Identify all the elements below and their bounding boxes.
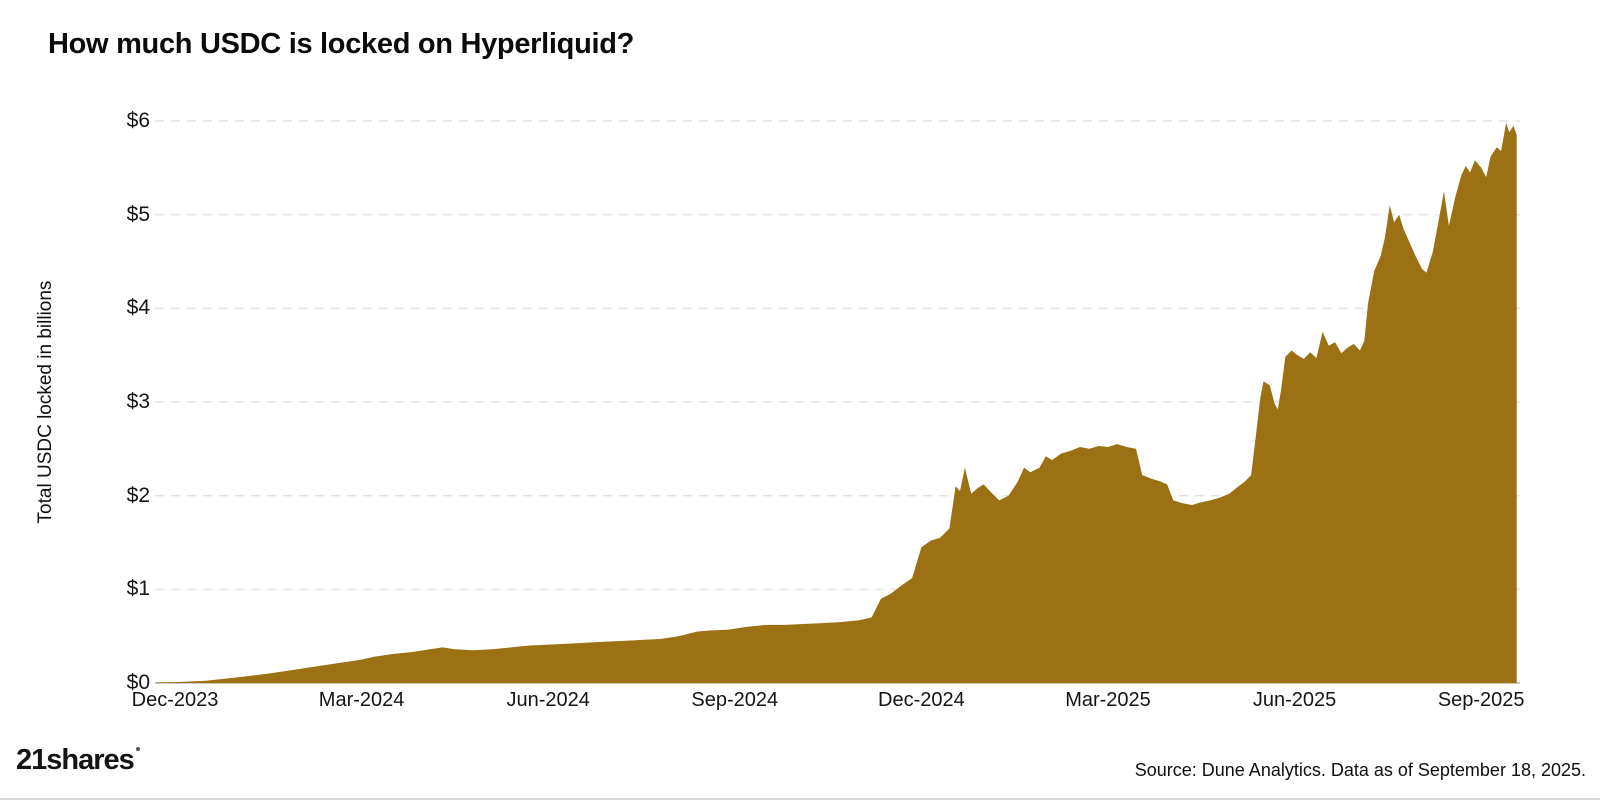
x-tick-label: Dec-2023 xyxy=(131,689,219,711)
chart-title: How much USDC is locked on Hyperliquid? xyxy=(48,28,635,60)
trademark-dot-icon xyxy=(135,747,140,751)
brand-logo: 21shares xyxy=(16,744,140,777)
area-series-usdc-locked xyxy=(156,122,1517,683)
y-tick-label: $4 xyxy=(126,296,150,320)
x-tick-label: Jun-2025 xyxy=(1252,689,1337,711)
x-tick-label: Jun-2024 xyxy=(506,689,590,711)
footer-divider xyxy=(0,798,1600,800)
x-tick-label: Mar-2024 xyxy=(318,689,405,711)
x-tick-label: Dec-2024 xyxy=(878,689,965,711)
y-tick-label: $5 xyxy=(126,202,150,226)
y-tick-label: $3 xyxy=(126,390,150,413)
source-note: Source: Dune Analytics. Data as of Septe… xyxy=(1134,760,1586,780)
y-tick-label: $0 xyxy=(126,671,150,694)
y-tick-label: $6 xyxy=(126,109,150,132)
x-tick-label: Sep-2025 xyxy=(1437,689,1525,711)
x-tick-label: Sep-2024 xyxy=(691,689,779,711)
y-tick-label: $2 xyxy=(126,483,150,507)
y-tick-label: $1 xyxy=(126,577,150,601)
brand-logo-text: 21shares xyxy=(16,744,135,776)
x-tick-label: Mar-2025 xyxy=(1065,689,1151,711)
